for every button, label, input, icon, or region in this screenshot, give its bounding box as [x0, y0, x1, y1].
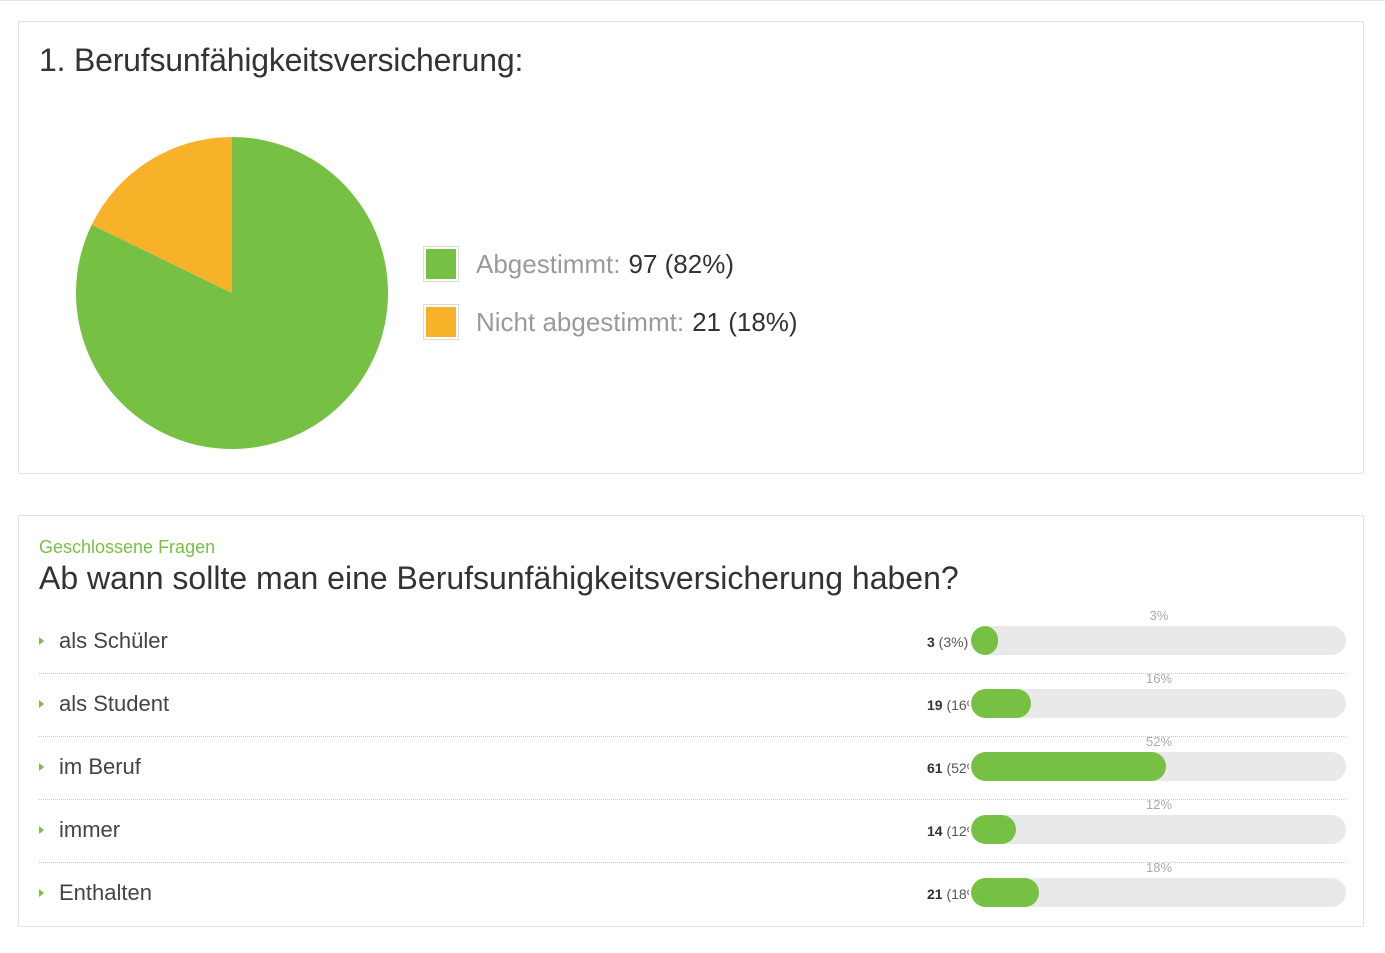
- answer-count-percent: (12%): [946, 823, 969, 839]
- answer-count: 21 (18%): [927, 886, 969, 902]
- legend-value-not-voted: 21 (18%): [692, 306, 798, 337]
- answer-progress-fill: [971, 689, 1031, 718]
- answer-progress-fill: [971, 752, 1166, 781]
- legend-item-not-voted: Nicht abgestimmt: 21 (18%): [423, 302, 798, 342]
- legend-label-voted: Abgestimmt:: [476, 248, 621, 279]
- answer-count-number: 61: [927, 760, 943, 776]
- legend-swatch-voted: [423, 246, 459, 282]
- participation-title: 1. Berufsunfähigkeitsversicherung:: [39, 42, 524, 78]
- answer-label: als Schüler: [59, 628, 168, 653]
- answer-count: 61 (52%): [927, 760, 969, 776]
- answer-count: 14 (12%): [927, 823, 969, 839]
- answer-percent-label: 12%: [1145, 797, 1173, 812]
- answer-row[interactable]: als Student 19 (16%) 16%: [39, 671, 1346, 737]
- answer-count-number: 21: [927, 886, 943, 902]
- answer-progress-track: [971, 815, 1346, 844]
- participation-card: 1. Berufsunfähigkeitsversicherung: Abges…: [18, 21, 1364, 474]
- expand-caret-icon[interactable]: [39, 826, 44, 834]
- legend-swatch-not-voted: [423, 304, 459, 340]
- answer-row[interactable]: immer 14 (12%) 12%: [39, 797, 1346, 863]
- legend-item-voted: Abgestimmt: 97 (82%): [423, 244, 798, 284]
- answer-progress-fill: [971, 815, 1016, 844]
- answer-count-percent: (16%): [946, 697, 969, 713]
- answer-count-percent: (52%): [946, 760, 969, 776]
- answer-label: als Student: [59, 691, 170, 716]
- answer-count-number: 19: [927, 697, 943, 713]
- answer-percent-label: 16%: [1145, 671, 1173, 686]
- answer-progress-track: [971, 626, 1346, 655]
- answer-label: im Beruf: [59, 754, 141, 779]
- legend-label-not-voted: Nicht abgestimmt:: [476, 306, 685, 337]
- answer-label: immer: [59, 817, 121, 842]
- question-card: Geschlossene Fragen Ab wann sollte man e…: [18, 515, 1364, 927]
- expand-caret-icon[interactable]: [39, 700, 44, 708]
- participation-pie-chart: [76, 137, 388, 449]
- pie-legend: Abgestimmt: 97 (82%) Nicht abgestimmt: 2…: [423, 244, 798, 360]
- expand-caret-icon[interactable]: [39, 763, 44, 771]
- answer-count-number: 3: [927, 634, 935, 650]
- expand-caret-icon[interactable]: [39, 637, 44, 645]
- answer-progress-track: [971, 752, 1346, 781]
- expand-caret-icon[interactable]: [39, 889, 44, 897]
- top-divider: [0, 0, 1385, 1]
- pie-slice-nicht-abgestimmt: [91, 137, 232, 293]
- answer-row[interactable]: Enthalten 21 (18%) 18%: [39, 860, 1346, 925]
- answer-progress-track: [971, 689, 1346, 718]
- legend-value-voted: 97 (82%): [628, 248, 735, 279]
- answer-percent-label: 52%: [1145, 734, 1173, 749]
- question-category: Geschlossene Fragen: [39, 537, 216, 557]
- answer-percent-label: 18%: [1145, 860, 1173, 875]
- answer-count: 19 (16%): [927, 697, 969, 713]
- answer-progress-fill: [971, 878, 1039, 907]
- answer-row[interactable]: als Schüler 3 (3%) 3%: [39, 608, 1346, 674]
- answer-progress-track: [971, 878, 1346, 907]
- answer-row[interactable]: im Beruf 61 (52%) 52%: [39, 734, 1346, 800]
- answer-progress-fill: [971, 626, 998, 655]
- answer-count-number: 14: [927, 823, 943, 839]
- answer-list: als Schüler 3 (3%) 3% als Student 19 (16%) 16…: [39, 608, 1346, 925]
- answer-count-percent: (18%): [946, 886, 969, 902]
- answer-label: Enthalten: [59, 880, 152, 905]
- question-title: Ab wann sollte man eine Berufsunfähigkei…: [39, 560, 959, 596]
- answer-percent-label: 3%: [1149, 608, 1169, 623]
- answer-count-percent: (3%): [934, 634, 969, 650]
- pie-slice-abgestimmt: [76, 137, 388, 449]
- answer-count: 3 (3%): [927, 634, 969, 650]
